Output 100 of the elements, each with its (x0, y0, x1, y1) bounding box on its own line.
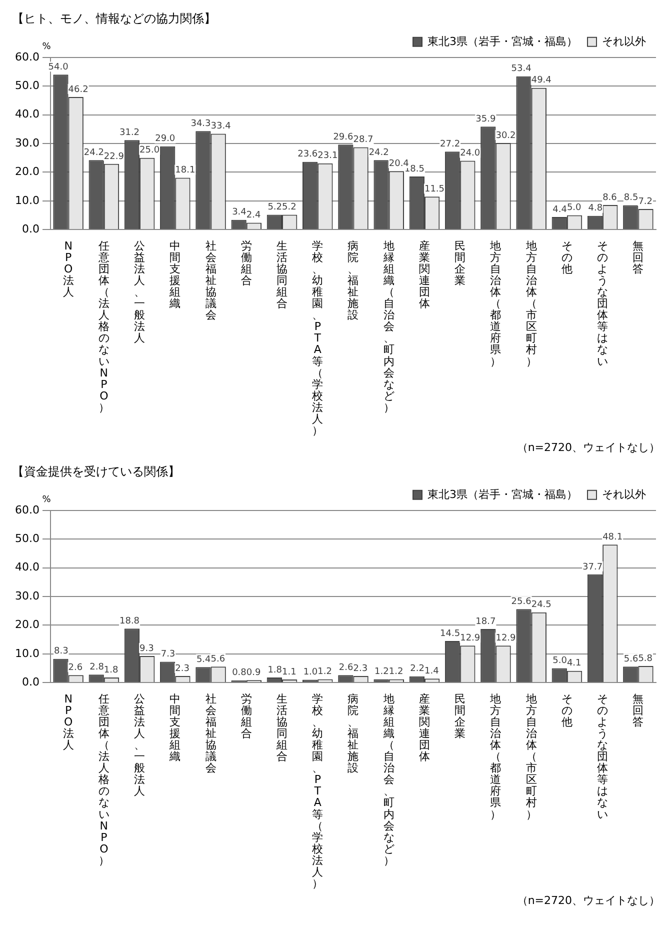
data-label: 2.3 (353, 664, 368, 674)
data-label: 31.2 (120, 128, 140, 138)
x-tick-label: 労働組合 (240, 692, 252, 740)
data-label: 24.2 (84, 148, 104, 158)
x-tick-label: 社会福祉協議会 (205, 239, 216, 322)
data-label: 28.7 (353, 135, 374, 146)
x-tick-label: 民間企業 (454, 239, 466, 287)
data-label: 29.0 (155, 134, 176, 144)
data-label: 22.9 (104, 152, 124, 162)
y-tick-label: 60.0 (14, 503, 40, 516)
data-label: 29.6 (333, 132, 354, 143)
data-label: 49.4 (531, 76, 552, 86)
data-label: 8.6 (602, 192, 618, 203)
x-tick-label: 生活協同組合 (276, 692, 288, 764)
data-label: 18.8 (120, 616, 140, 627)
category-label: 地縁組織（自治会、町内会など） (383, 239, 394, 414)
x-tick-label: 無回答 (632, 239, 644, 276)
x-tick-label: 生活協同組合 (276, 239, 288, 310)
y-tick-label: 0.0 (22, 676, 40, 689)
data-label: 2.2 (410, 664, 424, 674)
x-tick-label: その他 (561, 692, 572, 728)
data-label: 4.4 (552, 204, 568, 215)
data-label: 24.2 (368, 148, 389, 158)
data-label: 5.6 (624, 654, 638, 664)
data-label: 8.3 (54, 646, 68, 657)
data-label: 1.2 (374, 667, 389, 678)
data-label: 18.1 (175, 166, 196, 176)
data-label: 1.1 (282, 667, 296, 678)
data-label: 1.2 (388, 667, 404, 678)
data-label: 2.8 (90, 662, 104, 672)
data-label: 23.1 (318, 151, 338, 162)
x-tick-label: 中間支援組織 (168, 692, 181, 764)
y-tick-label: 0.0 (22, 222, 40, 236)
data-label: 1.0 (303, 668, 318, 678)
data-label: 9.3 (140, 644, 154, 654)
data-label: 30.2 (496, 130, 516, 141)
legend-label: それ以外 (602, 488, 646, 501)
chart-title: 【ヒト、モノ、情報などの協力関係】 (12, 11, 216, 26)
y-tick-label: 30.0 (14, 136, 40, 150)
x-tick-label: その他 (561, 239, 572, 276)
y-tick-label: 10.0 (14, 646, 40, 660)
data-label: 18.7 (476, 616, 496, 627)
x-tick-label: NPO法人 (62, 692, 74, 752)
data-label: 0.9 (246, 668, 261, 678)
x-tick-label: 労働組合 (240, 239, 252, 287)
data-label: 33.4 (210, 122, 232, 132)
data-label: 14.5 (440, 628, 460, 639)
x-tick-label: 病院、福祉施設 (348, 239, 359, 322)
data-label: 25.0 (140, 146, 160, 156)
legend-label: 東北3県（岩手・宮城・福島） (428, 34, 578, 48)
data-label: 12.9 (460, 633, 480, 644)
data-label: 1.8 (268, 665, 282, 676)
y-tick-label: 20.0 (14, 618, 40, 632)
x-tick-label: 社会福祉協議会 (205, 692, 216, 775)
data-label: 37.7 (582, 562, 603, 572)
category-label: 公益法人、一般法人 (134, 692, 146, 798)
data-label: 54.0 (48, 62, 69, 72)
data-label: 2.3 (175, 664, 190, 674)
x-tick-label: 病院、福祉施設 (348, 692, 359, 775)
data-label: 5.8 (638, 654, 653, 664)
data-label: 2.4 (246, 210, 261, 221)
data-label: 53.4 (511, 64, 532, 74)
data-label: 46.2 (68, 84, 88, 95)
chart-title: 【資金提供を受けている関係】 (12, 464, 180, 478)
category-label: 地縁組織（自治会、町内会など） (383, 692, 394, 867)
y-axis-title: % (42, 495, 52, 506)
data-label: 8.5 (624, 193, 638, 204)
x-tick-label: 産業関連団体 (418, 692, 430, 764)
x-tick-label: 中間支援組織 (168, 239, 181, 310)
y-tick-label: 50.0 (14, 532, 40, 545)
y-tick-label: 40.0 (14, 108, 40, 121)
data-label: 7.3 (160, 650, 176, 660)
data-label: 35.9 (476, 114, 496, 124)
category-label: 地方自治体（市区町村） (526, 692, 537, 821)
data-label: 5.4 (196, 654, 212, 665)
y-tick-label: 40.0 (14, 560, 40, 574)
data-label: 24.0 (460, 148, 480, 159)
data-label: 1.2 (318, 667, 332, 678)
data-label: 5.2 (282, 202, 296, 213)
y-tick-label: 30.0 (14, 589, 40, 602)
data-label: 34.3 (190, 119, 211, 130)
data-label: 0.8 (232, 668, 247, 678)
data-label: 25.6 (511, 597, 532, 607)
data-label: 24.5 (531, 600, 552, 610)
category-label: 学校、幼稚園、PTA等（学校法人） (312, 692, 324, 890)
data-label: 1.4 (424, 666, 440, 676)
x-tick-label: 民間企業 (454, 692, 466, 740)
category-label: 学校、幼稚園、PTA等（学校法人） (312, 239, 324, 438)
y-tick-label: 50.0 (14, 78, 40, 92)
data-label: 7.2 (638, 196, 653, 207)
text: （n=2720、ウェイトなし） (516, 440, 661, 455)
data-label: 4.1 (566, 658, 582, 669)
y-tick-label: 20.0 (14, 165, 40, 178)
y-axis-title: % (42, 42, 52, 52)
legend-label: それ以外 (602, 34, 646, 48)
text: （n=2720、ウェイトなし） (516, 893, 661, 908)
data-label: 5.0 (552, 656, 568, 666)
category-label: そのような団体等はない (597, 692, 608, 821)
x-tick-label: 産業関連団体 (418, 239, 430, 310)
category-label: 地方自治体（都道府県） (490, 239, 502, 368)
